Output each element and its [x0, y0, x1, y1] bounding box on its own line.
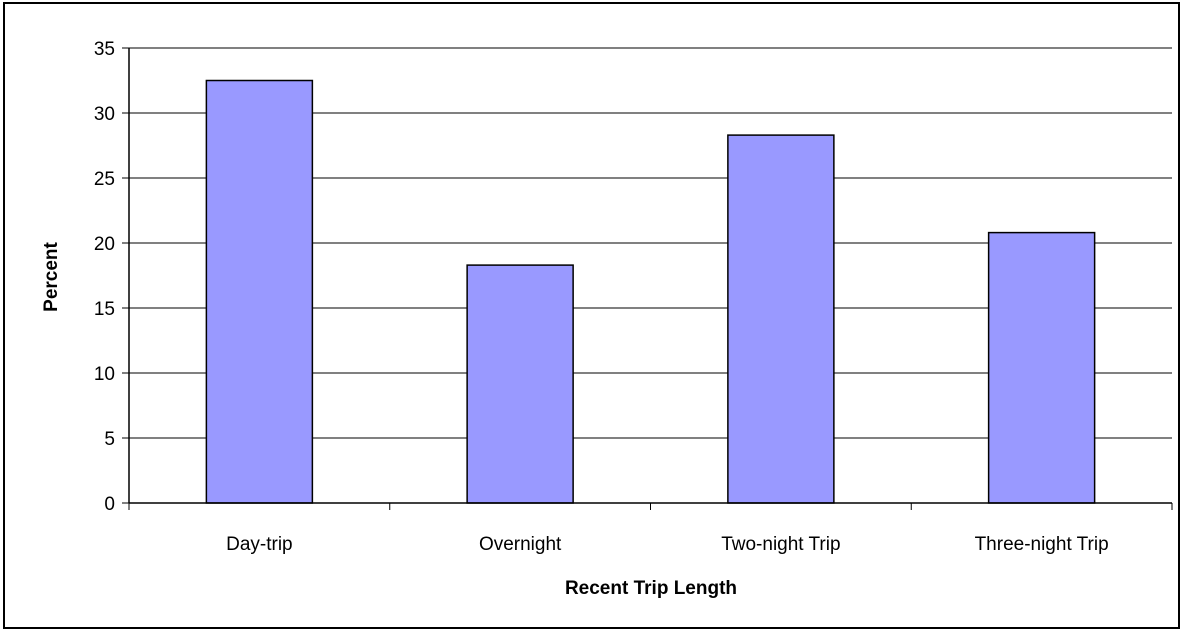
chart-frame	[3, 2, 1180, 629]
y-tick-label: 15	[94, 299, 115, 320]
x-tick-label: Day-trip	[226, 534, 293, 555]
bars	[205, 79, 1096, 504]
y-tick-label: 20	[94, 234, 115, 255]
bar	[466, 264, 574, 504]
y-axis-title: Percent	[41, 241, 62, 311]
x-tick-label: Three-night Trip	[975, 534, 1109, 555]
x-axis-title: Recent Trip Length	[565, 578, 737, 599]
y-tick-label: 35	[94, 39, 115, 60]
x-tick-label: Overnight	[479, 534, 562, 555]
y-tick-label: 10	[94, 364, 115, 385]
bar	[205, 79, 314, 504]
axes	[122, 47, 1173, 510]
x-tick-label: Two-night Trip	[721, 534, 840, 555]
y-tick-label: 0	[104, 494, 115, 515]
y-tick-label: 5	[104, 429, 115, 450]
x-tick-labels: Day-trip Overnight Two-night Trip Three-nig…	[226, 534, 1109, 555]
bar	[987, 231, 1096, 504]
y-tick-labels: 0 5 10 15 20 25 30 35	[94, 39, 115, 515]
y-tick-label: 30	[94, 104, 115, 125]
y-tick-label: 25	[94, 169, 115, 190]
bar	[727, 134, 835, 504]
